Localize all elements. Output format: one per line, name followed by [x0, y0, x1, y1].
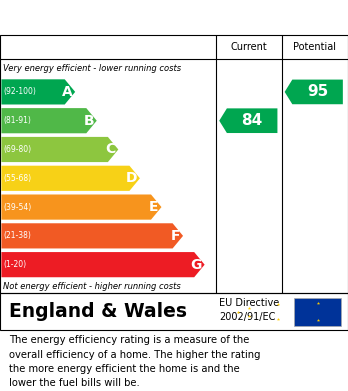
Text: (21-38): (21-38) — [3, 231, 31, 240]
Bar — [294, 298, 341, 326]
Polygon shape — [1, 79, 75, 104]
Text: (1-20): (1-20) — [3, 260, 26, 269]
Text: A: A — [62, 85, 72, 99]
Text: The energy efficiency rating is a measure of the
overall efficiency of a home. T: The energy efficiency rating is a measur… — [9, 335, 260, 388]
Text: (81-91): (81-91) — [3, 116, 31, 125]
Text: F: F — [171, 229, 180, 243]
Polygon shape — [1, 252, 205, 277]
Text: D: D — [126, 171, 137, 185]
Text: E: E — [149, 200, 159, 214]
Text: Very energy efficient - lower running costs: Very energy efficient - lower running co… — [3, 64, 182, 73]
Text: B: B — [83, 114, 94, 128]
Polygon shape — [1, 223, 183, 248]
Text: (39-54): (39-54) — [3, 203, 32, 212]
Text: G: G — [190, 258, 202, 272]
Text: 84: 84 — [242, 113, 263, 128]
Text: Energy Efficiency Rating: Energy Efficiency Rating — [9, 9, 238, 27]
Text: (69-80): (69-80) — [3, 145, 32, 154]
Polygon shape — [219, 108, 277, 133]
Text: England & Wales: England & Wales — [9, 302, 187, 321]
Text: Current: Current — [230, 42, 267, 52]
Polygon shape — [1, 137, 118, 162]
Text: Potential: Potential — [293, 42, 337, 52]
Text: (92-100): (92-100) — [3, 88, 36, 97]
Text: 95: 95 — [307, 84, 328, 99]
Polygon shape — [1, 166, 140, 191]
Text: Not energy efficient - higher running costs: Not energy efficient - higher running co… — [3, 282, 181, 291]
Text: EU Directive
2002/91/EC: EU Directive 2002/91/EC — [219, 298, 279, 321]
Text: C: C — [105, 142, 116, 156]
Polygon shape — [1, 194, 161, 220]
Text: (55-68): (55-68) — [3, 174, 32, 183]
Polygon shape — [1, 108, 97, 133]
Polygon shape — [285, 80, 343, 104]
